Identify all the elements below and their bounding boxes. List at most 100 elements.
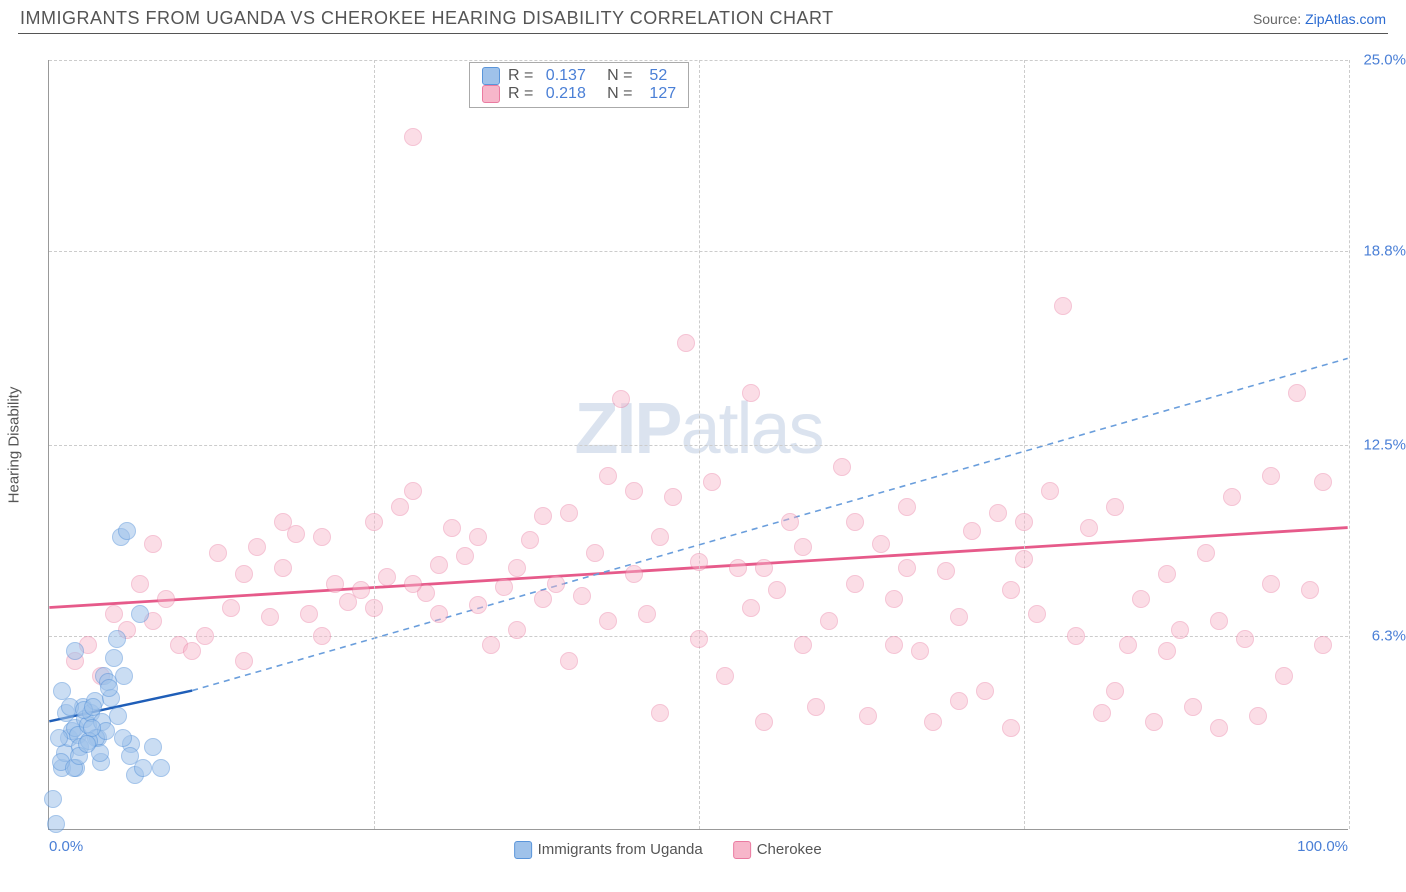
scatter-point-cherokee [300,605,318,623]
scatter-point-cherokee [378,568,396,586]
legend-swatch-uganda-bottom [514,841,532,859]
scatter-point-cherokee [677,334,695,352]
scatter-point-cherokee [183,642,201,660]
scatter-point-cherokee [599,612,617,630]
scatter-point-cherokee [1314,636,1332,654]
scatter-point-cherokee [1054,297,1072,315]
scatter-point-cherokee [950,692,968,710]
scatter-point-cherokee [1028,605,1046,623]
scatter-point-uganda [152,759,170,777]
scatter-point-uganda [44,790,62,808]
scatter-point-cherokee [404,482,422,500]
legend-N-value-cherokee: 127 [649,85,676,103]
legend-bottom: Immigrants from Uganda Cherokee [514,841,822,859]
title-divider [18,33,1388,34]
gridline-v [1024,60,1025,829]
legend-N-label: N = [594,67,642,85]
scatter-point-cherokee [105,605,123,623]
scatter-point-cherokee [950,608,968,626]
scatter-point-uganda [105,649,123,667]
gridline-v [699,60,700,829]
scatter-point-cherokee [768,581,786,599]
scatter-point-cherokee [222,599,240,617]
scatter-point-cherokee [1275,667,1293,685]
scatter-point-cherokee [404,128,422,146]
scatter-point-uganda [66,642,84,660]
scatter-point-cherokee [313,627,331,645]
scatter-point-cherokee [690,553,708,571]
x-axis-tick-0: 0.0% [49,838,83,855]
scatter-point-cherokee [1145,713,1163,731]
scatter-point-uganda [115,667,133,685]
scatter-point-cherokee [1249,707,1267,725]
scatter-point-cherokee [937,562,955,580]
scatter-point-cherokee [625,482,643,500]
scatter-point-cherokee [1158,565,1176,583]
scatter-point-cherokee [404,575,422,593]
legend-R-value-uganda: 0.137 [546,67,586,85]
scatter-point-cherokee [1106,682,1124,700]
scatter-point-uganda [118,522,136,540]
scatter-point-cherokee [547,575,565,593]
scatter-point-cherokee [625,565,643,583]
scatter-point-cherokee [1210,612,1228,630]
scatter-point-cherokee [963,522,981,540]
scatter-point-cherokee [898,559,916,577]
scatter-point-cherokee [599,467,617,485]
scatter-point-cherokee [495,578,513,596]
scatter-point-uganda [108,630,126,648]
scatter-point-cherokee [560,504,578,522]
gridline-v [1349,60,1350,829]
legend-R-label: R = [508,85,538,103]
scatter-point-cherokee [885,636,903,654]
scatter-point-cherokee [235,565,253,583]
scatter-point-cherokee [690,630,708,648]
source-label: Source: [1253,11,1305,27]
scatter-point-cherokee [482,636,500,654]
scatter-point-cherokee [742,599,760,617]
scatter-point-cherokee [261,608,279,626]
scatter-point-cherokee [391,498,409,516]
scatter-point-cherokee [313,528,331,546]
scatter-point-cherokee [846,513,864,531]
scatter-point-cherokee [365,599,383,617]
scatter-point-cherokee [1067,627,1085,645]
legend-item-cherokee: Cherokee [733,841,822,859]
scatter-point-cherokee [508,559,526,577]
scatter-point-cherokee [846,575,864,593]
scatter-point-cherokee [898,498,916,516]
legend-stats-row-cherokee: R = 0.218 N = 127 [482,85,676,103]
scatter-point-cherokee [1223,488,1241,506]
scatter-point-cherokee [1015,550,1033,568]
x-axis-tick-100: 100.0% [1297,838,1348,855]
scatter-point-cherokee [157,590,175,608]
scatter-point-cherokee [196,627,214,645]
scatter-point-cherokee [794,636,812,654]
scatter-point-cherokee [911,642,929,660]
scatter-point-cherokee [1288,384,1306,402]
scatter-point-cherokee [1301,581,1319,599]
scatter-point-cherokee [1314,473,1332,491]
scatter-point-cherokee [859,707,877,725]
scatter-point-cherokee [1015,513,1033,531]
scatter-point-cherokee [1262,467,1280,485]
y-axis-tick-label: 6.3% [1372,627,1406,644]
scatter-point-cherokee [976,682,994,700]
scatter-point-uganda [114,729,132,747]
scatter-point-uganda [50,729,68,747]
scatter-point-cherokee [430,605,448,623]
scatter-point-cherokee [729,559,747,577]
legend-R-label: R = [508,67,538,85]
legend-swatch-cherokee-bottom [733,841,751,859]
scatter-point-cherokee [1184,698,1202,716]
scatter-point-cherokee [131,575,149,593]
legend-stats-box: R = 0.137 N = 52 R = 0.218 N = 127 [469,62,689,108]
scatter-point-cherokee [885,590,903,608]
scatter-point-cherokee [248,538,266,556]
scatter-point-uganda [84,698,102,716]
scatter-point-cherokee [820,612,838,630]
scatter-point-uganda [131,605,149,623]
scatter-point-uganda [47,815,65,833]
scatter-point-cherokee [1158,642,1176,660]
source-link[interactable]: ZipAtlas.com [1305,11,1386,27]
